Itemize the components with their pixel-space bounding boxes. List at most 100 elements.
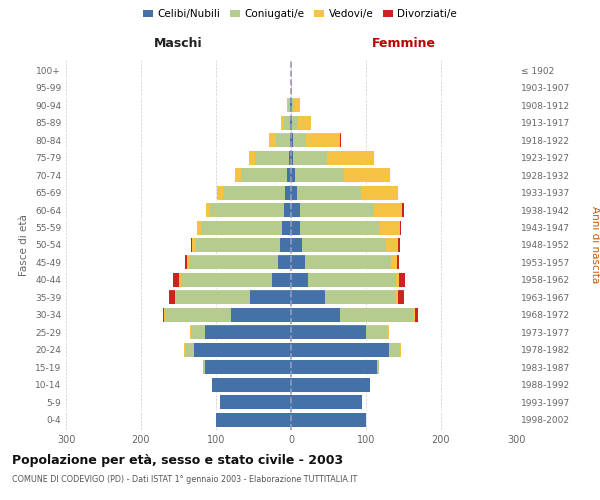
Bar	[292, 116, 298, 130]
Bar	[373, 203, 402, 217]
Bar	[173, 273, 179, 287]
Bar	[290, 116, 291, 130]
Bar	[169, 290, 175, 304]
Bar	[379, 220, 400, 234]
Bar	[250, 290, 291, 304]
Bar	[391, 256, 397, 270]
Bar	[241, 168, 287, 182]
Bar	[287, 168, 291, 182]
Bar	[291, 326, 366, 339]
Bar	[291, 238, 302, 252]
Bar	[398, 290, 404, 304]
Bar	[206, 203, 210, 217]
Bar	[396, 273, 399, 287]
Bar	[291, 308, 340, 322]
Bar	[196, 238, 280, 252]
Bar	[193, 342, 291, 356]
Bar	[179, 273, 181, 287]
Bar	[291, 98, 292, 112]
Bar	[287, 98, 288, 112]
Bar	[398, 238, 400, 252]
Bar	[176, 290, 250, 304]
Bar	[276, 134, 290, 147]
Bar	[343, 168, 390, 182]
Bar	[223, 186, 285, 200]
Bar	[185, 342, 193, 356]
Bar	[181, 273, 272, 287]
Bar	[366, 326, 387, 339]
Bar	[277, 256, 291, 270]
Bar	[340, 134, 341, 147]
Bar	[291, 290, 325, 304]
Bar	[290, 98, 291, 112]
Bar	[189, 256, 277, 270]
Y-axis label: Fasce di età: Fasce di età	[19, 214, 29, 276]
Bar	[361, 186, 398, 200]
Bar	[205, 360, 291, 374]
Bar	[216, 412, 291, 426]
Bar	[298, 116, 311, 130]
Bar	[165, 308, 231, 322]
Bar	[291, 342, 389, 356]
Bar	[397, 256, 399, 270]
Bar	[300, 203, 373, 217]
Bar	[210, 203, 284, 217]
Bar	[289, 151, 291, 164]
Bar	[294, 98, 300, 112]
Bar	[386, 238, 398, 252]
Bar	[291, 186, 297, 200]
Bar	[201, 220, 282, 234]
Bar	[400, 342, 401, 356]
Bar	[190, 326, 191, 339]
Bar	[231, 308, 291, 322]
Bar	[163, 308, 164, 322]
Bar	[220, 395, 291, 409]
Bar	[402, 203, 404, 217]
Bar	[291, 256, 305, 270]
Bar	[185, 256, 187, 270]
Bar	[291, 273, 308, 287]
Bar	[302, 238, 386, 252]
Bar	[285, 186, 291, 200]
Bar	[295, 168, 343, 182]
Bar	[415, 308, 418, 322]
Bar	[235, 168, 241, 182]
Y-axis label: Anni di nascita: Anni di nascita	[590, 206, 599, 284]
Bar	[191, 326, 205, 339]
Bar	[291, 134, 293, 147]
Text: COMUNE DI CODEVIGO (PD) - Dati ISTAT 1° gennaio 2003 - Elaborazione TUTTITALIA.I: COMUNE DI CODEVIGO (PD) - Dati ISTAT 1° …	[12, 475, 357, 484]
Bar	[340, 308, 413, 322]
Bar	[288, 98, 290, 112]
Bar	[291, 203, 300, 217]
Bar	[292, 98, 294, 112]
Bar	[377, 360, 379, 374]
Bar	[212, 378, 291, 392]
Bar	[164, 308, 165, 322]
Bar	[291, 168, 295, 182]
Bar	[291, 395, 362, 409]
Bar	[293, 151, 327, 164]
Bar	[291, 116, 292, 130]
Bar	[281, 116, 284, 130]
Bar	[293, 134, 306, 147]
Bar	[272, 273, 291, 287]
Bar	[175, 290, 176, 304]
Bar	[187, 256, 189, 270]
Text: Popolazione per età, sesso e stato civile - 2003: Popolazione per età, sesso e stato civil…	[12, 454, 343, 467]
Legend: Celibi/Nubili, Coniugati/e, Vedovi/e, Divorziati/e: Celibi/Nubili, Coniugati/e, Vedovi/e, Di…	[139, 5, 461, 24]
Bar	[205, 326, 291, 339]
Text: Femmine: Femmine	[371, 36, 436, 50]
Bar	[399, 273, 405, 287]
Bar	[308, 273, 396, 287]
Bar	[290, 134, 291, 147]
Bar	[400, 220, 401, 234]
Bar	[191, 238, 192, 252]
Bar	[192, 238, 196, 252]
Text: Maschi: Maschi	[154, 36, 203, 50]
Bar	[197, 220, 201, 234]
Bar	[387, 326, 389, 339]
Bar	[269, 134, 276, 147]
Bar	[291, 151, 293, 164]
Bar	[203, 360, 205, 374]
Bar	[280, 238, 291, 252]
